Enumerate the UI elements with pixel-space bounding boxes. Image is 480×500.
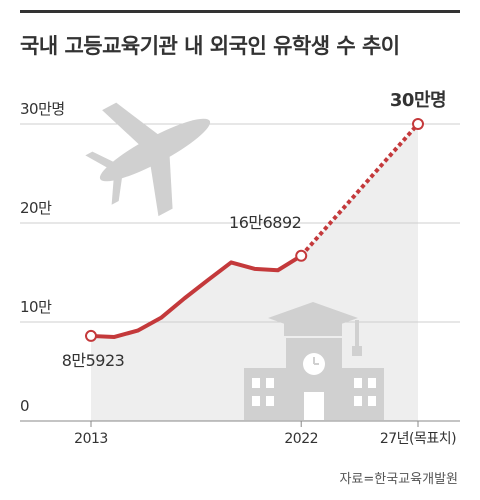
data-point-marker [85,329,97,342]
data-label: 16만6892 [229,213,301,232]
y-tick-label: 30만명 [20,100,65,118]
y-tick-label: 10만 [20,298,52,316]
y-tick-label: 20만 [20,199,52,217]
x-tick-label: 27년(목표치) [380,431,456,447]
source-note: 자료=한국교육개발원 [339,472,458,487]
university-building-icon [244,302,384,420]
projection-line [299,122,420,258]
data-point-marker [295,249,308,262]
data-line [89,253,304,339]
x-tick-label: 2022 [284,431,318,447]
title-rule [20,10,460,13]
chart-title: 국내 고등교육기관 내 외국인 유학생 수 추이 [20,34,400,58]
x-tick-label: 2013 [74,431,108,447]
data-label: 30만명 [390,90,446,111]
data-point-marker [412,118,424,130]
data-label: 8만5923 [62,351,125,370]
airplane-icon [85,102,211,217]
y-tick-label: 0 [20,397,29,415]
